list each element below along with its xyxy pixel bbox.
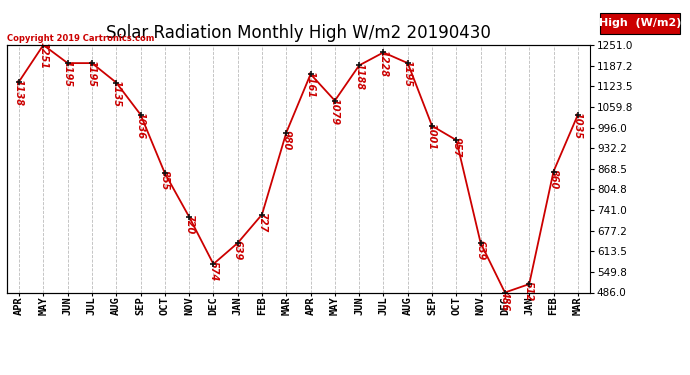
Text: 957: 957: [451, 137, 462, 158]
Point: [208, 261, 219, 267]
Point: [378, 50, 389, 55]
Text: 486: 486: [500, 290, 510, 310]
Text: 639: 639: [475, 240, 486, 261]
Text: 1195: 1195: [403, 60, 413, 87]
Text: 574: 574: [208, 261, 219, 282]
Point: [548, 168, 559, 174]
Text: Copyright 2019 Cartronics.com: Copyright 2019 Cartronics.com: [7, 33, 155, 42]
Point: [257, 211, 268, 217]
Point: [426, 123, 437, 129]
Text: 1035: 1035: [573, 112, 583, 139]
Point: [110, 80, 121, 86]
Text: 1195: 1195: [63, 60, 72, 87]
Text: 727: 727: [257, 212, 267, 232]
Point: [500, 290, 511, 296]
Text: 1188: 1188: [354, 63, 364, 90]
Text: 1001: 1001: [427, 123, 437, 150]
Text: 855: 855: [160, 170, 170, 190]
Point: [184, 214, 195, 220]
Point: [232, 240, 243, 246]
Text: 1135: 1135: [111, 80, 121, 107]
Title: Solar Radiation Monthly High W/m2 20190430: Solar Radiation Monthly High W/m2 201904…: [106, 24, 491, 42]
Text: 980: 980: [282, 130, 291, 150]
Point: [402, 60, 413, 66]
Text: 1228: 1228: [378, 50, 388, 76]
Text: High  (W/m2): High (W/m2): [599, 18, 681, 28]
Point: [524, 281, 535, 287]
Text: 639: 639: [233, 240, 243, 261]
Text: 1138: 1138: [14, 79, 24, 106]
Point: [62, 60, 73, 66]
Point: [305, 71, 316, 77]
Text: 1195: 1195: [87, 60, 97, 87]
Text: 1079: 1079: [330, 98, 340, 125]
Point: [159, 170, 170, 176]
Point: [86, 60, 97, 66]
Point: [572, 112, 583, 118]
Text: 860: 860: [549, 169, 558, 189]
Point: [281, 130, 292, 136]
Text: 720: 720: [184, 214, 194, 234]
Point: [475, 240, 486, 246]
Point: [14, 78, 25, 84]
Point: [354, 62, 365, 68]
Text: 1251: 1251: [39, 42, 48, 69]
Point: [329, 98, 340, 104]
Text: 1161: 1161: [306, 71, 315, 98]
Point: [38, 42, 49, 48]
Point: [135, 111, 146, 117]
Text: 1036: 1036: [135, 112, 146, 139]
Text: 512: 512: [524, 281, 534, 302]
Point: [451, 137, 462, 143]
